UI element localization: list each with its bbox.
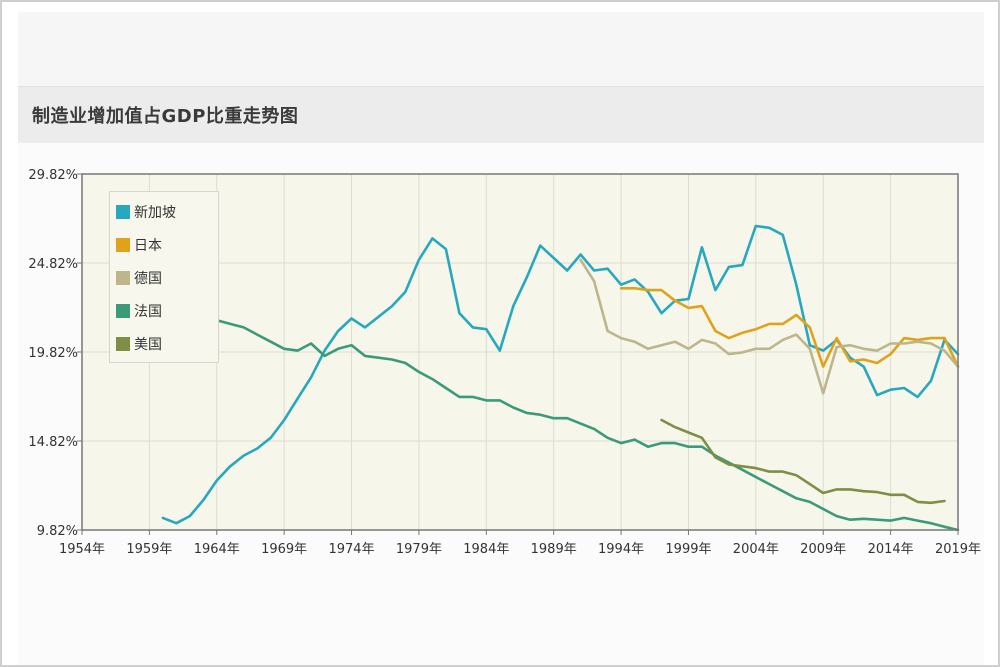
y-tick-label: 24.82% [28,257,78,272]
x-tick-label: 1979年 [396,542,442,557]
tick-layer: 1954年 1959年 1964年 1969年 1974年 1979年 1984年 1989年… [28,168,981,557]
x-tick-label: 1964年 [194,542,240,557]
x-tick-label: 1999年 [665,542,711,557]
legend-swatch-germany [116,271,130,285]
legend-item-germany[interactable]: 德国 [116,268,162,288]
x-tick-label: 2019年 [935,542,981,557]
legend-item-france[interactable]: 法国 [116,301,162,321]
legend-swatch-japan [116,238,130,252]
y-tick-label: 9.82% [37,524,78,539]
chart-header: 制造业增加值占GDP比重走势图 [18,86,984,144]
x-tick-label: 1969年 [261,542,307,557]
y-tick-label: 14.82% [28,435,78,450]
x-tick-label: 1984年 [463,542,509,557]
legend-swatch-singapore [116,205,130,219]
x-tick-label: 2014年 [868,542,914,557]
legend-label-usa: 美国 [134,337,162,353]
series-line-usa [660,418,946,505]
series-line-singapore [161,224,960,525]
x-tick-label: 2004年 [733,542,779,557]
y-tick-label: 29.82% [28,168,78,183]
legend-item-singapore[interactable]: 新加坡 [116,202,176,222]
legend: 新加坡 日本 德国 法国 美国 [109,191,219,363]
series-line-japan [619,286,960,368]
legend-label-japan: 日本 [134,238,162,254]
top-band [18,12,984,86]
x-tick-label: 1954年 [59,542,105,557]
legend-label-germany: 德国 [134,271,162,287]
legend-label-france: 法国 [134,304,162,320]
x-tick-label: 1989年 [531,542,577,557]
x-tick-label: 1994年 [598,542,644,557]
legend-swatch-france [116,304,130,318]
x-tick-label: 1959年 [126,542,172,557]
legend-item-usa[interactable]: 美国 [116,334,162,354]
series-line-france [202,318,960,532]
legend-item-japan[interactable]: 日本 [116,235,162,255]
chart-title: 制造业增加值占GDP比重走势图 [32,106,299,127]
x-tick-label: 1974年 [328,542,374,557]
y-tick-label: 19.82% [28,346,78,361]
series-line-germany-1 [579,258,960,395]
legend-swatch-usa [116,337,130,351]
legend-label-singapore: 新加坡 [134,205,176,221]
x-tick-label: 2009年 [800,542,846,557]
series-layer [134,224,960,532]
